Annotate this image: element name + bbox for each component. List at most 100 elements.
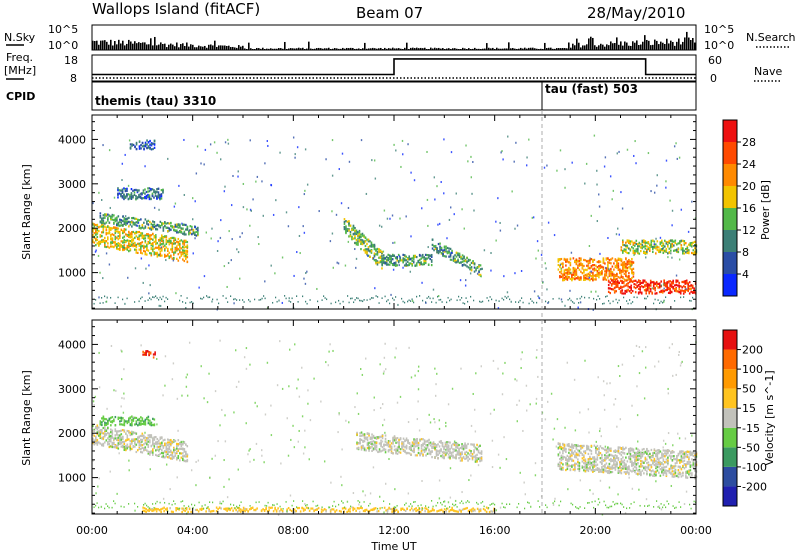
echo-cell (118, 192, 121, 195)
echo-cell (499, 229, 502, 232)
echo-cell (583, 278, 585, 282)
noise-bar (548, 47, 550, 50)
echo-cell (432, 445, 435, 448)
echo-cell (142, 281, 144, 284)
power-echoes (92, 134, 698, 311)
echo-cell (168, 445, 171, 448)
echo-cell (96, 426, 99, 429)
echo-cell (628, 258, 630, 262)
echo-cell (613, 291, 616, 294)
echo-cell (105, 418, 108, 421)
noise-bar (112, 45, 114, 50)
echo-cell (371, 159, 373, 162)
echo-cell (587, 275, 590, 278)
echo-cell (635, 239, 638, 242)
echo-cell (384, 262, 387, 265)
echo-cell (162, 191, 164, 194)
noise-bar (376, 48, 378, 50)
echo-cell (95, 299, 97, 301)
echo-cell (127, 193, 130, 196)
echo-cell (669, 290, 672, 293)
echo-cell (133, 193, 136, 197)
echo-cell (376, 252, 379, 255)
echo-cell (605, 266, 607, 269)
noise-bar (588, 38, 590, 50)
echo-cell (456, 444, 459, 447)
echo-cell (160, 195, 163, 198)
echo-cell (135, 235, 138, 238)
echo-cell (630, 291, 633, 294)
echo-cell (366, 238, 368, 241)
echo-cell (666, 288, 669, 291)
echo-cell (162, 445, 165, 448)
echo-cell (102, 217, 105, 220)
echo-cell (117, 193, 119, 197)
echo-cell (149, 139, 151, 143)
echo-cell (366, 443, 369, 446)
echo-cell (572, 468, 575, 471)
echo-cell (520, 269, 523, 272)
echo-cell (565, 463, 567, 466)
echo-cell (652, 287, 655, 290)
echo-cell (652, 285, 655, 288)
echo-cell (134, 267, 137, 270)
echo-cell (248, 299, 250, 301)
echo-cell (111, 432, 114, 436)
noise-bar (660, 41, 662, 50)
echo-cell (99, 271, 101, 274)
noise-bar (174, 46, 176, 50)
echo-cell (379, 250, 382, 253)
echo-cell (592, 264, 594, 267)
echo-cell (155, 453, 157, 457)
echo-cell (612, 300, 614, 303)
echo-cell (625, 244, 627, 247)
echo-cell (645, 297, 647, 300)
echo-cell (616, 273, 618, 276)
noise-bar (446, 48, 448, 50)
echo-cell (182, 458, 184, 462)
echo-cell (648, 292, 651, 295)
echo-cell (179, 240, 181, 243)
echo-cell (694, 250, 696, 253)
noise-bar (92, 40, 94, 50)
echo-cell (104, 222, 106, 225)
echo-cell (176, 442, 178, 446)
echo-cell (134, 241, 136, 245)
echo-cell (607, 265, 609, 268)
echo-cell (685, 279, 688, 282)
echo-cell (153, 424, 156, 427)
echo-cell (692, 241, 695, 244)
echo-cell (450, 446, 453, 449)
echo-cell (234, 298, 236, 300)
echo-cell (135, 197, 137, 200)
echo-cell (655, 243, 657, 246)
echo-cell (395, 437, 397, 440)
echo-cell (124, 215, 127, 218)
echo-cell (349, 235, 352, 238)
echo-cell (116, 230, 118, 233)
echo-cell (114, 429, 117, 433)
echo-cell (431, 450, 433, 453)
echo-cell (626, 244, 629, 247)
echo-cell (147, 415, 150, 418)
echo-cell (151, 194, 154, 198)
echo-cell (593, 264, 596, 267)
echo-cell (194, 231, 196, 234)
echo-cell (622, 285, 625, 288)
echo-cell (147, 223, 150, 226)
echo-cell (381, 297, 383, 299)
noise-bar (142, 42, 144, 50)
echo-cell (140, 434, 142, 438)
echo-cell (533, 290, 536, 293)
echo-cell (643, 279, 646, 282)
echo-cell (186, 445, 189, 448)
echo-cell (686, 250, 689, 253)
noise-bar (294, 48, 296, 50)
echo-cell (395, 450, 397, 453)
echo-cell (444, 451, 447, 454)
echo-cell (431, 445, 433, 448)
echo-cell (216, 151, 218, 154)
echo-cell (102, 432, 105, 435)
echo-cell (571, 449, 573, 452)
echo-cell (129, 147, 132, 150)
